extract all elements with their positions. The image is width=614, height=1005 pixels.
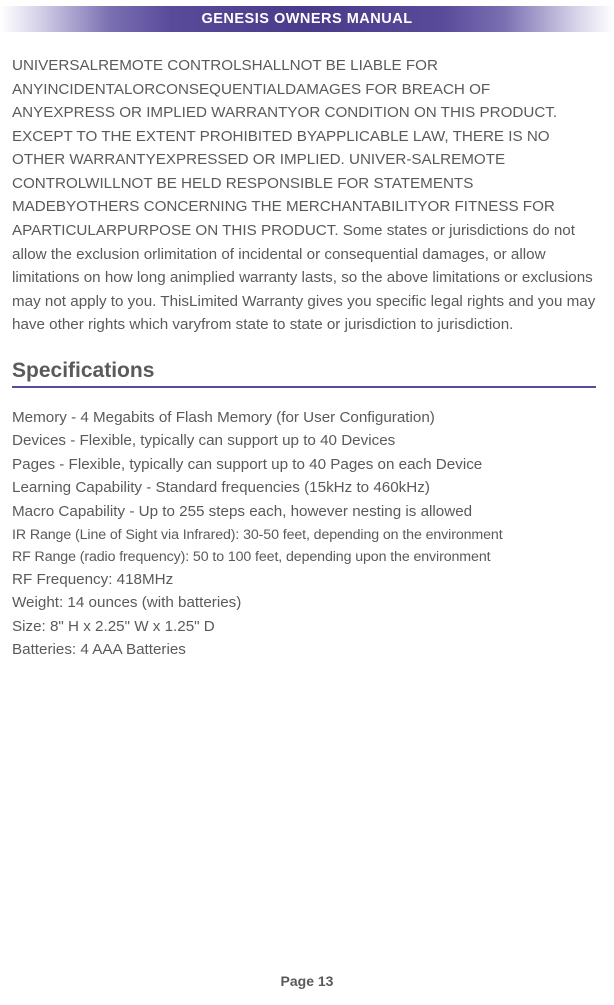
specifications-list: Memory - 4 Megabits of Flash Memory (for… <box>12 406 596 662</box>
spec-size: Size: 8" H x 2.25" W x 1.25" D <box>12 615 596 639</box>
spec-ir-range: IR Range (Line of Sight via Infrared): 3… <box>12 524 596 546</box>
spec-macro: Macro Capability - Up to 255 steps each,… <box>12 500 596 524</box>
page-container: GENESIS OWNERS MANUAL UNIVERSALREMOTE CO… <box>0 6 614 1005</box>
heading-rule <box>12 386 596 388</box>
spec-batteries: Batteries: 4 AAA Batteries <box>12 638 596 662</box>
spec-rf-range: RF Range (radio frequency): 50 to 100 fe… <box>12 546 596 568</box>
spec-rf-freq: RF Frequency: 418MHz <box>12 568 596 592</box>
spec-pages: Pages - Flexible, typically can support … <box>12 453 596 477</box>
warranty-paragraph: UNIVERSALREMOTE CONTROLSHALLNOT BE LIABL… <box>12 54 596 337</box>
spec-weight: Weight: 14 ounces (with batteries) <box>12 591 596 615</box>
header-bar: GENESIS OWNERS MANUAL <box>0 6 614 32</box>
page-number: Page 13 <box>0 973 614 989</box>
header-title: GENESIS OWNERS MANUAL <box>201 11 412 27</box>
spec-memory: Memory - 4 Megabits of Flash Memory (for… <box>12 406 596 430</box>
specifications-heading: Specifications <box>12 359 596 383</box>
spec-devices: Devices - Flexible, typically can suppor… <box>12 429 596 453</box>
spec-learning: Learning Capability - Standard frequenci… <box>12 476 596 500</box>
